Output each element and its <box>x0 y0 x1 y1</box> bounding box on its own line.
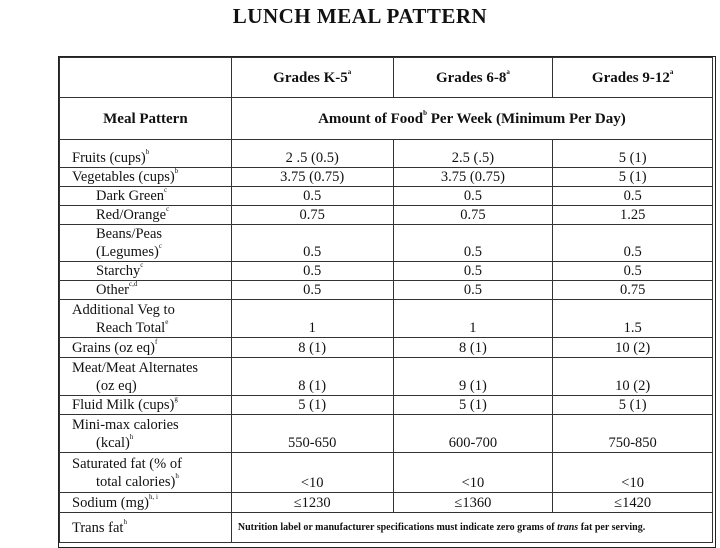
cell-value: 5 (1) <box>230 395 394 415</box>
cell-value: 0.5 <box>230 261 394 281</box>
cell-value: 600-700 <box>392 414 554 453</box>
cell-value: 0.75 <box>392 205 554 225</box>
table-row-other: Otherc,d 0.5 0.5 0.75 <box>59 280 713 300</box>
cell-value: <10 <box>230 452 394 493</box>
cell-value: ≤1360 <box>392 492 554 513</box>
cell-value: 0.75 <box>230 205 394 225</box>
cell-value: 1 <box>230 299 394 338</box>
cell-value: 10 (2) <box>552 357 713 396</box>
cell-value: 0.5 <box>552 261 713 281</box>
cell-value: 8 (1) <box>392 337 554 358</box>
row-label: Fluid Milk (cups)g <box>59 395 232 415</box>
cell-value: 8 (1) <box>230 357 394 396</box>
table-row-saturated-fat: Saturated fat (% of total calories)h <10 … <box>59 452 713 493</box>
cell-value: 0.5 <box>392 224 554 262</box>
cell-value: 0.5 <box>552 224 713 262</box>
table-row-grains: Grains (oz eq)f 8 (1) 8 (1) 10 (2) <box>59 337 713 358</box>
cell-value: <10 <box>552 452 713 493</box>
table-row-milk: Fluid Milk (cups)g 5 (1) 5 (1) 5 (1) <box>59 395 713 415</box>
cell-value: 0.5 <box>392 186 554 206</box>
row-label: Starchyc <box>59 261 232 281</box>
cell-value: 1.5 <box>552 299 713 338</box>
cell-value: 550-650 <box>230 414 394 453</box>
table-row-trans-fat: Trans fath Nutrition label or manufactur… <box>59 512 714 543</box>
table-row-starchy: Starchyc 0.5 0.5 0.5 <box>59 261 713 281</box>
cell-value: 0.5 <box>552 186 713 206</box>
row-label: Vegetables (cups)b <box>59 167 232 187</box>
cell-value: ≤1420 <box>552 492 713 513</box>
cell-value: 5 (1) <box>392 395 554 415</box>
row-label: Dark Greenc <box>59 186 232 206</box>
cell-value: 0.75 <box>552 280 713 300</box>
table-row-beans-peas: Beans/Peas (Legumes)c 0.5 0.5 0.5 <box>59 224 713 262</box>
cell-value: 5 (1) <box>552 167 713 187</box>
cell-value: 750-850 <box>552 414 713 453</box>
row-label: Meat/Meat Alternates (oz eq) <box>59 357 232 396</box>
meal-pattern-table-frame: Grades K-5a Grades 6-8a Grades 9-12a Mea… <box>58 56 716 548</box>
trans-fat-note: Nutrition label or manufacturer specific… <box>230 512 714 543</box>
col-header-k5: Grades K-5a <box>230 57 394 98</box>
meal-pattern-header: Meal Pattern <box>59 97 232 140</box>
cell-value: 3.75 (0.75) <box>392 167 554 187</box>
col-header-6-8: Grades 6-8a <box>392 57 554 98</box>
row-label: Beans/Peas (Legumes)c <box>59 224 232 262</box>
cell-value: 1 <box>392 299 554 338</box>
table-row-sodium: Sodium (mg)h, i ≤1230 ≤1360 ≤1420 <box>59 492 713 513</box>
table-row-vegetables: Vegetables (cups)b 3.75 (0.75) 3.75 (0.7… <box>59 167 713 187</box>
cell-value: 0.5 <box>230 280 394 300</box>
row-label: Saturated fat (% of total calories)h <box>59 452 232 493</box>
meal-pattern-table: Grades K-5a Grades 6-8a Grades 9-12a Mea… <box>59 57 714 543</box>
col-header-9-12: Grades 9-12a <box>552 57 713 98</box>
row-label: Mini-max calories (kcal)h <box>59 414 232 453</box>
row-label: Grains (oz eq)f <box>59 337 232 358</box>
grades-header-row: Grades K-5a Grades 6-8a Grades 9-12a <box>59 57 713 98</box>
cell-value: 0.5 <box>230 186 394 206</box>
cell-value: 2.5 (.5) <box>392 139 554 168</box>
page-title: LUNCH MEAL PATTERN <box>232 4 488 28</box>
cell-value: 8 (1) <box>230 337 394 358</box>
row-label: Fruits (cups)b <box>59 139 232 168</box>
cell-value: 5 (1) <box>552 395 713 415</box>
cell-value: 10 (2) <box>552 337 713 358</box>
cell-value: 9 (1) <box>392 357 554 396</box>
table-row-red-orange: Red/Orangec 0.75 0.75 1.25 <box>59 205 713 225</box>
row-label: Trans fath <box>59 512 232 543</box>
table-row-fruits: Fruits (cups)b 2 .5 (0.5) 2.5 (.5) 5 (1) <box>59 139 713 168</box>
cell-value: 0.5 <box>392 261 554 281</box>
row-label: Red/Orangec <box>59 205 232 225</box>
header-blank <box>59 57 232 98</box>
table-row-meat: Meat/Meat Alternates (oz eq) 8 (1) 9 (1) … <box>59 357 713 396</box>
row-label: Otherc,d <box>59 280 232 300</box>
cell-value: 5 (1) <box>552 139 713 168</box>
amount-header: Amount of Foodb Per Week (Minimum Per Da… <box>230 97 714 140</box>
cell-value: 1.25 <box>552 205 713 225</box>
row-label: Additional Veg to Reach Totale <box>59 299 232 338</box>
table-row-calories: Mini-max calories (kcal)h 550-650 600-700… <box>59 414 713 453</box>
cell-value: 3.75 (0.75) <box>230 167 394 187</box>
cell-value: <10 <box>392 452 554 493</box>
row-label: Sodium (mg)h, i <box>59 492 232 513</box>
table-row-dark-green: Dark Greenc 0.5 0.5 0.5 <box>59 186 713 206</box>
cell-value: ≤1230 <box>230 492 394 513</box>
subheader-row: Meal Pattern Amount of Foodb Per Week (M… <box>59 97 714 140</box>
cell-value: 2 .5 (0.5) <box>230 139 394 168</box>
table-row-additional-veg: Additional Veg to Reach Totale 1 1 1.5 <box>59 299 713 338</box>
cell-value: 0.5 <box>230 224 394 262</box>
cell-value: 0.5 <box>392 280 554 300</box>
